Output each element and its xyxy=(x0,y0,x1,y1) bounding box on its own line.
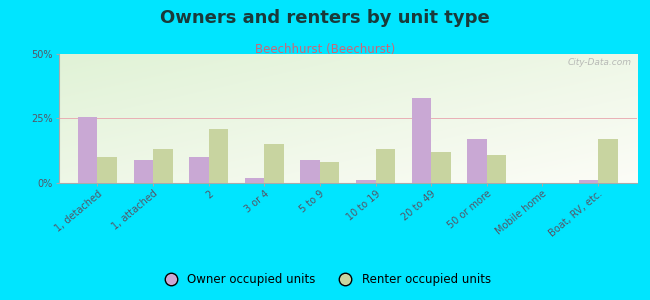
Bar xyxy=(300,160,320,183)
Bar xyxy=(598,139,618,183)
Bar xyxy=(134,160,153,183)
Bar xyxy=(376,149,395,183)
Bar xyxy=(467,139,487,183)
Bar xyxy=(265,144,284,183)
Bar xyxy=(209,129,228,183)
Bar xyxy=(98,157,117,183)
Bar xyxy=(487,154,506,183)
Bar xyxy=(153,149,172,183)
Bar xyxy=(356,180,376,183)
Bar xyxy=(431,152,450,183)
Bar xyxy=(578,180,598,183)
Text: Owners and renters by unit type: Owners and renters by unit type xyxy=(160,9,490,27)
Bar xyxy=(320,162,339,183)
Text: City-Data.com: City-Data.com xyxy=(567,58,631,67)
Legend: Owner occupied units, Renter occupied units: Owner occupied units, Renter occupied un… xyxy=(154,269,496,291)
Bar xyxy=(78,117,98,183)
Bar xyxy=(245,178,265,183)
Bar xyxy=(411,98,431,183)
Text: Beechhurst (Beechurst): Beechhurst (Beechurst) xyxy=(255,44,395,56)
Bar xyxy=(189,157,209,183)
